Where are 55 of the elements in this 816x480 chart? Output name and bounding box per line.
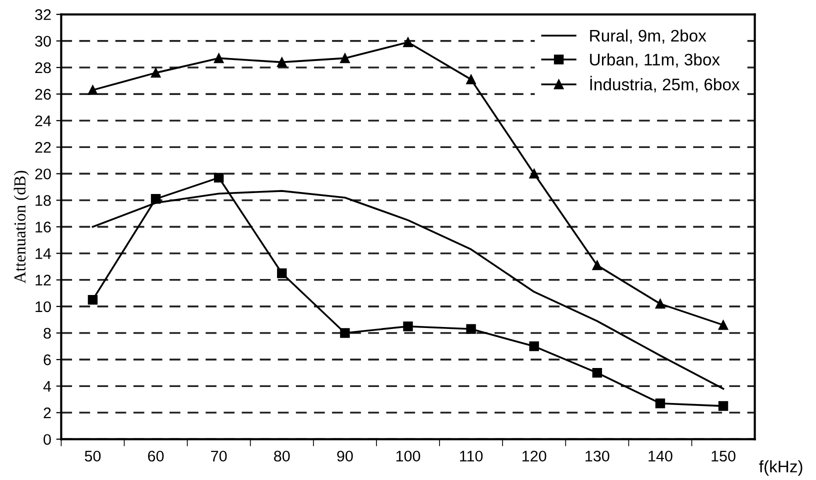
- point: [529, 341, 539, 352]
- legend-label: Urban, 11m, 3box: [590, 53, 720, 68]
- x-tick-label: 130: [586, 450, 610, 462]
- point: [466, 74, 476, 84]
- legend-label: İndustria, 25m, 6box: [590, 76, 740, 92]
- point: [277, 57, 287, 68]
- y-tick-label: 6: [44, 354, 51, 366]
- x-tick-label: 50: [84, 450, 101, 462]
- point: [214, 53, 224, 64]
- y-tick-label: 22: [35, 142, 51, 153]
- y-tick-label: 10: [36, 301, 51, 312]
- y-tick-label: 28: [35, 62, 51, 74]
- x-tick-label: 90: [337, 450, 353, 462]
- y-tick-label: 32: [35, 9, 51, 20]
- x-axis-title: f(kHz): [759, 460, 802, 476]
- point: [403, 322, 413, 332]
- y-tick-label: 16: [36, 222, 51, 232]
- point: [529, 168, 539, 179]
- y-tick-label: 26: [35, 88, 51, 100]
- point: [655, 398, 666, 408]
- y-tick-label: 20: [35, 168, 51, 180]
- point: [718, 401, 728, 411]
- x-tick-label: 80: [274, 450, 290, 462]
- x-tick-label: 70: [211, 450, 227, 462]
- y-tick-label: 12: [36, 274, 51, 286]
- x-tick-label: 60: [148, 450, 164, 462]
- point: [403, 37, 413, 48]
- x-tick-label: 140: [648, 450, 672, 462]
- y-tick-label: 24: [35, 115, 52, 126]
- x-tick-label: 120: [522, 450, 546, 462]
- point: [277, 268, 287, 278]
- point: [340, 328, 350, 338]
- y-tick-label: 8: [44, 328, 51, 339]
- point: [88, 294, 98, 305]
- y-axis-title: Attenuation (dB): [14, 170, 29, 284]
- point: [592, 260, 602, 270]
- y-tick-label: 18: [36, 195, 51, 206]
- point: [718, 320, 728, 330]
- y-tick-label: 4: [43, 381, 52, 392]
- y-tick-label: 0: [44, 434, 51, 445]
- point: [150, 194, 161, 204]
- point: [88, 85, 98, 95]
- y-tick-label: 30: [35, 36, 51, 47]
- point: [592, 368, 602, 378]
- point: [214, 172, 224, 183]
- x-tick-label: 100: [396, 450, 420, 462]
- legend-label: Rural, 9m, 2box: [590, 29, 706, 44]
- point: [655, 298, 666, 309]
- y-tick-label: 14: [36, 248, 52, 259]
- point: [340, 53, 350, 64]
- x-tick-label: 110: [460, 450, 483, 462]
- y-tick-label: 2: [44, 408, 51, 418]
- point: [150, 68, 161, 78]
- x-tick-label: 150: [712, 450, 736, 462]
- point: [466, 324, 476, 334]
